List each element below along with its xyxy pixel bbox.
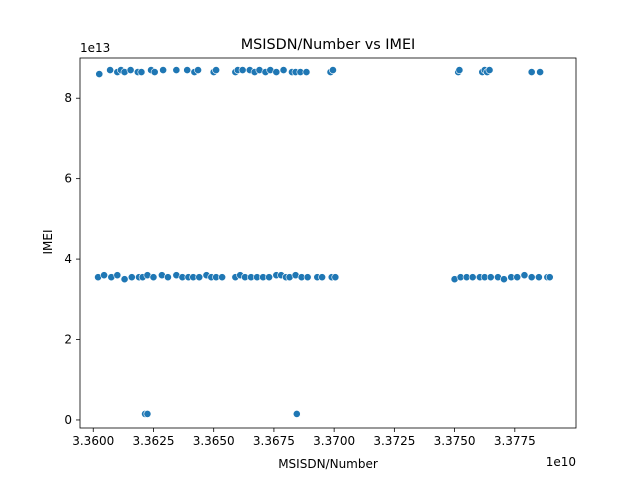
data-point [303, 273, 312, 282]
data-point [120, 275, 129, 284]
data-point [100, 271, 108, 280]
data-point [318, 273, 326, 282]
data-point [272, 68, 281, 76]
y-tick-label: 0 [64, 413, 72, 427]
data-point [143, 410, 152, 418]
points-layer [94, 66, 554, 418]
data-point [527, 273, 536, 282]
data-point [455, 66, 464, 74]
data-point [302, 68, 311, 76]
data-point [331, 273, 340, 282]
data-point [172, 66, 181, 74]
y-tick-label: 8 [64, 91, 72, 105]
y-axis-label: IMEI [41, 229, 55, 254]
y-tick-label: 6 [64, 172, 72, 186]
x-offset-text: 1e10 [546, 455, 576, 469]
x-tick-label: 3.3625 [132, 434, 174, 448]
x-tick-label: 3.3750 [434, 434, 476, 448]
data-point [137, 68, 146, 76]
data-point [485, 66, 494, 74]
data-point [95, 70, 104, 78]
data-point [545, 273, 554, 282]
data-point [238, 66, 247, 74]
y-offset-text: 1e13 [80, 41, 110, 55]
data-point [113, 271, 122, 280]
data-point [520, 271, 529, 280]
data-point [164, 273, 172, 282]
data-point [265, 273, 274, 282]
x-tick-label: 3.3600 [72, 434, 114, 448]
data-point [218, 273, 227, 282]
data-point [536, 68, 545, 76]
x-tick-label: 3.3675 [253, 434, 295, 448]
data-point [468, 273, 477, 282]
data-point [329, 66, 337, 74]
data-point [527, 68, 536, 76]
data-point [183, 66, 192, 74]
x-axis-ticks: 3.3600 3.3625 3.3650 3.3675 3.3700 3.3725 3.37… [72, 428, 536, 448]
data-point [212, 66, 221, 74]
data-point [500, 275, 508, 284]
x-axis-label: MSISDN/Number [278, 457, 378, 471]
y-tick-label: 2 [64, 333, 72, 347]
chart-title: MSISDN/Number vs IMEI [241, 37, 416, 53]
data-point [513, 273, 522, 282]
data-point [126, 66, 135, 74]
data-point [106, 66, 115, 74]
data-point [292, 410, 301, 418]
data-point [195, 273, 204, 282]
y-axis-ticks: 0 2 4 6 8 [64, 91, 80, 427]
data-point [127, 273, 136, 282]
x-tick-label: 3.3725 [373, 434, 415, 448]
data-point [194, 66, 202, 74]
data-point [150, 68, 159, 76]
plot-frame [79, 57, 577, 429]
x-tick-label: 3.3650 [193, 434, 235, 448]
data-point [279, 66, 288, 74]
data-point [149, 273, 158, 282]
data-point [535, 273, 543, 282]
x-tick-label: 3.3775 [494, 434, 536, 448]
data-point [159, 66, 168, 74]
data-point [486, 273, 495, 282]
y-tick-label: 4 [64, 252, 72, 266]
x-tick-label: 3.3700 [313, 434, 355, 448]
